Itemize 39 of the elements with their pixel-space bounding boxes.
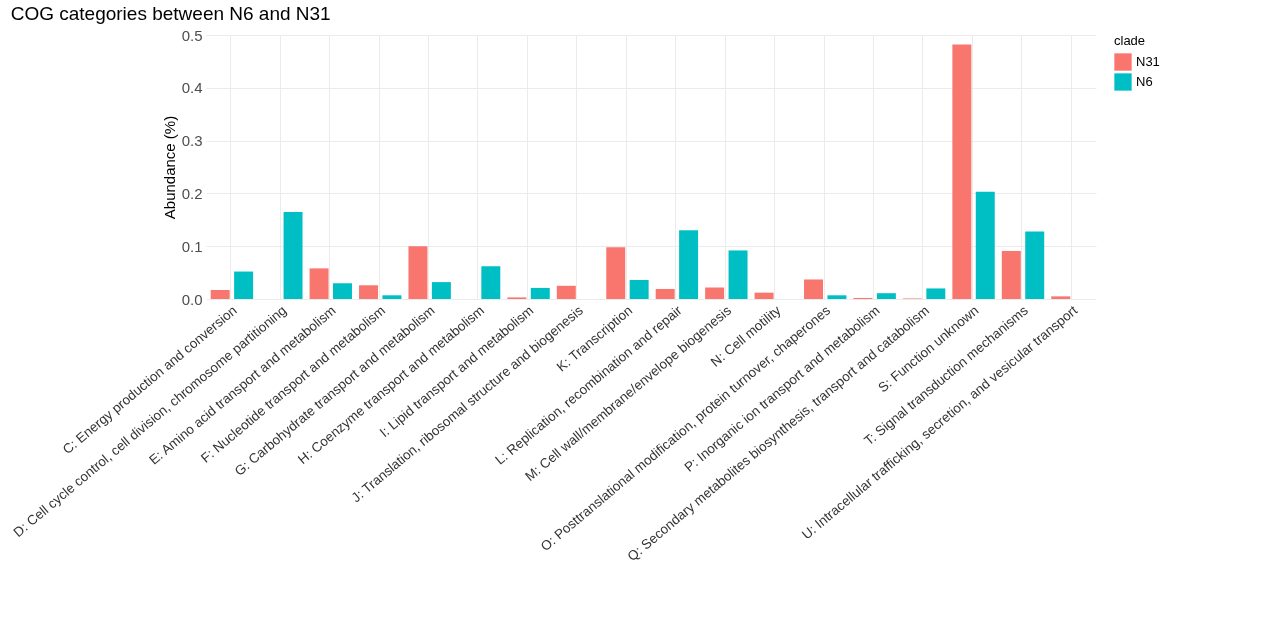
y-tick-label: 0.0 [181,290,203,308]
bar [804,279,823,299]
bar [629,279,649,299]
bar [926,288,946,299]
bar [1051,296,1071,299]
bar [359,285,378,299]
y-tick-label: 0.5 [181,26,203,44]
chart-title: COG categories between N6 and N31 [10,3,331,24]
bar [606,247,626,299]
bar [728,250,748,299]
bar [382,295,402,299]
y-tick-label: 0.1 [181,237,203,255]
bar [679,230,699,299]
y-tick-label: 0.4 [181,79,203,97]
legend-title: clade [1114,33,1146,48]
y-tick-label: 0.2 [181,184,203,202]
bar [1025,231,1045,299]
bar [333,283,352,299]
y-tick-label: 0.3 [181,132,203,150]
bar [408,246,428,299]
bar [530,287,550,299]
bar [309,268,329,299]
legend-label: N31 [1136,54,1160,69]
bar [754,292,774,299]
bar [556,285,576,299]
bar [1001,250,1021,299]
bar [876,293,896,299]
bar [481,266,501,299]
bar [283,211,303,299]
bar [234,271,254,299]
bar [655,288,675,299]
bar [431,282,451,299]
y-axis-title: Abundance (%) [160,115,178,220]
legend-label: N6 [1136,74,1153,89]
bar [827,295,847,299]
bar [705,287,725,299]
bar [975,191,995,299]
bar [952,44,972,299]
bar [210,290,230,299]
